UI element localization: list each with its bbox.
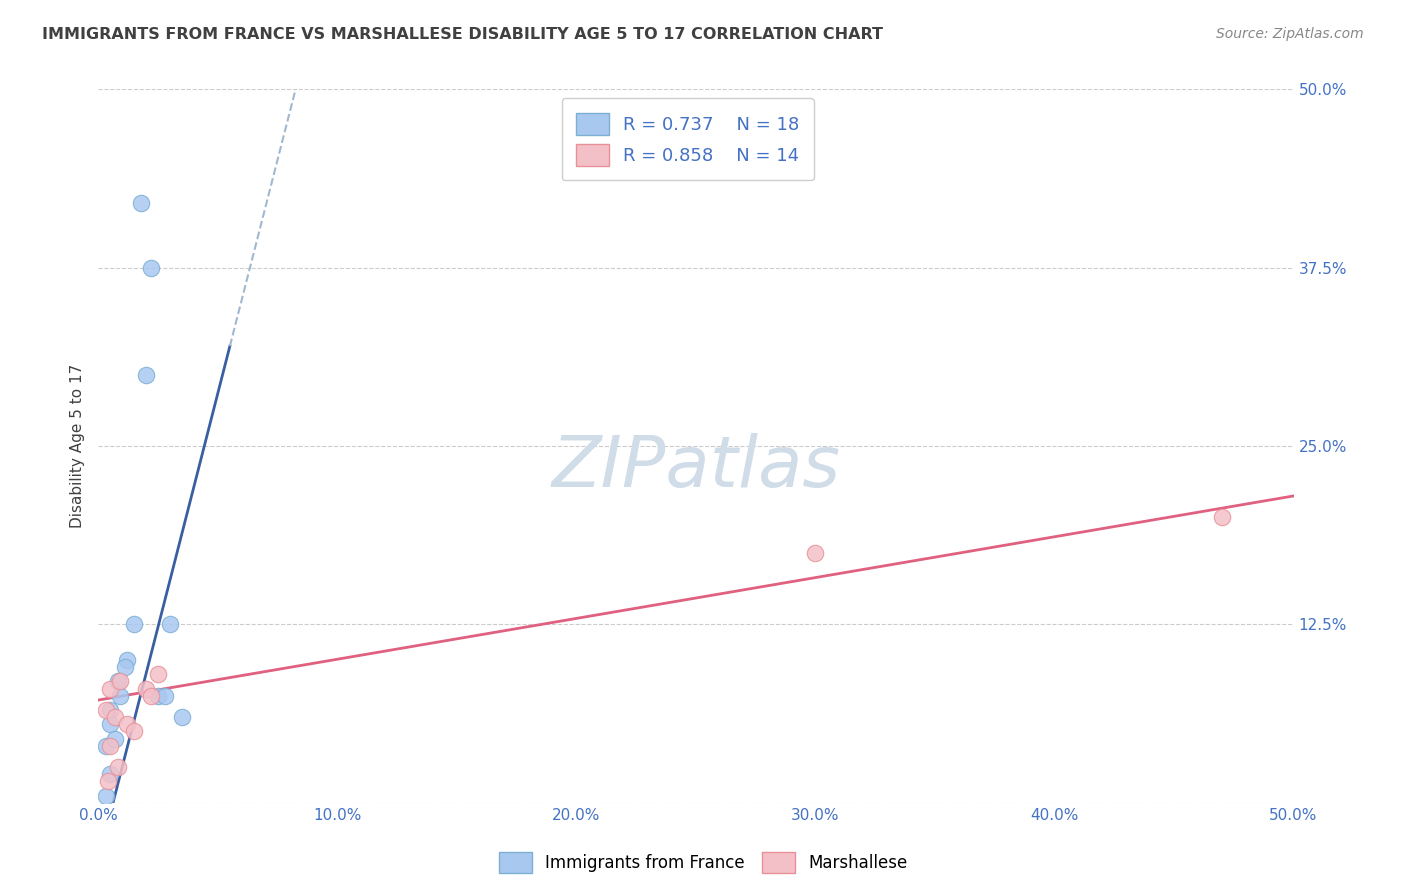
Point xyxy=(155,689,177,703)
Point xyxy=(94,703,117,717)
Point xyxy=(124,617,146,632)
Point xyxy=(104,710,127,724)
Point xyxy=(804,546,827,560)
Point xyxy=(98,767,122,781)
Point xyxy=(135,681,157,696)
Legend: Immigrants from France, Marshallese: Immigrants from France, Marshallese xyxy=(492,846,914,880)
Point xyxy=(1211,510,1233,524)
Point xyxy=(139,260,162,275)
Point xyxy=(108,689,131,703)
Text: ZIPatlas: ZIPatlas xyxy=(551,433,841,502)
Point xyxy=(94,739,117,753)
Point xyxy=(104,731,127,746)
Point xyxy=(115,653,138,667)
Point xyxy=(124,724,146,739)
Point xyxy=(159,617,181,632)
Y-axis label: Disability Age 5 to 17: Disability Age 5 to 17 xyxy=(69,364,84,528)
Point xyxy=(108,674,131,689)
Point xyxy=(107,760,129,774)
Text: Source: ZipAtlas.com: Source: ZipAtlas.com xyxy=(1216,27,1364,41)
Point xyxy=(107,674,129,689)
Point xyxy=(98,717,122,731)
Text: IMMIGRANTS FROM FRANCE VS MARSHALLESE DISABILITY AGE 5 TO 17 CORRELATION CHART: IMMIGRANTS FROM FRANCE VS MARSHALLESE DI… xyxy=(42,27,883,42)
Point xyxy=(172,710,194,724)
Point xyxy=(131,196,153,211)
Legend: R = 0.737    N = 18, R = 0.858    N = 14: R = 0.737 N = 18, R = 0.858 N = 14 xyxy=(561,98,814,180)
Point xyxy=(98,703,122,717)
Point xyxy=(148,667,170,681)
Point xyxy=(135,368,157,382)
Point xyxy=(114,660,136,674)
Point xyxy=(139,689,162,703)
Point xyxy=(94,789,117,803)
Point xyxy=(97,774,120,789)
Point xyxy=(115,717,138,731)
Point xyxy=(148,689,170,703)
Point xyxy=(98,681,122,696)
Point xyxy=(98,739,122,753)
